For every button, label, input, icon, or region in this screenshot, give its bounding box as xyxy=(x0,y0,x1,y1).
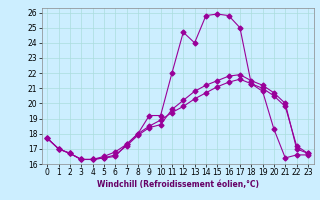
X-axis label: Windchill (Refroidissement éolien,°C): Windchill (Refroidissement éolien,°C) xyxy=(97,180,259,189)
